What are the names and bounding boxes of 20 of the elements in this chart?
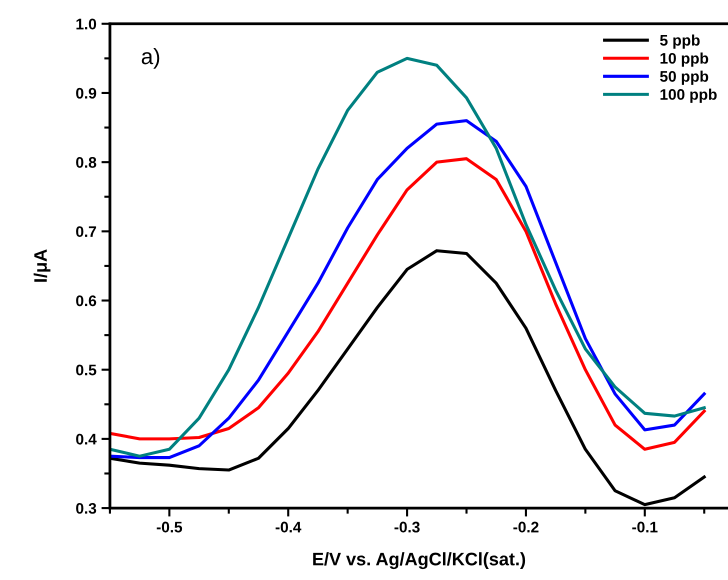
legend-label: 10 ppb xyxy=(660,52,708,67)
y-tick-label: 0.5 xyxy=(76,364,96,376)
x-tick-label: -0.3 xyxy=(394,522,420,533)
y-tick-label: 0.4 xyxy=(76,434,97,445)
annotation: a) xyxy=(142,48,160,69)
y-tick-label: 0.3 xyxy=(76,502,96,514)
x-tick-label: -0.2 xyxy=(513,522,538,532)
legend-label: 100 ppb xyxy=(660,88,717,103)
x-tick-label: -0.4 xyxy=(276,522,302,532)
legend-label: 5 ppb xyxy=(660,34,700,49)
y-tick-label: 0.6 xyxy=(76,295,96,306)
y-tick-label: 0.9 xyxy=(76,88,96,99)
y-tick-label: 1.0 xyxy=(76,18,96,30)
y-axis-title: I/μA xyxy=(34,249,50,282)
x-axis-title: E/V vs. Ag/AgCl/KCl(sat.) xyxy=(313,552,526,570)
y-tick-label: 0.8 xyxy=(76,157,96,168)
x-tick-label: -0.1 xyxy=(632,522,658,532)
legend-label: 50 ppb xyxy=(660,70,708,85)
x-tick-label: -0.5 xyxy=(156,522,182,532)
y-tick-label: 0.7 xyxy=(76,226,96,238)
